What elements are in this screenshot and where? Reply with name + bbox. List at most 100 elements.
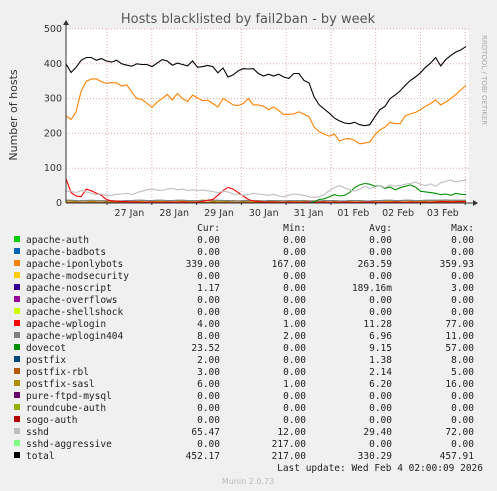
legend-swatch-apache-shellshock xyxy=(14,308,20,314)
legend-cur: 2.00 xyxy=(197,355,220,366)
legend-name: total xyxy=(26,451,55,462)
legend-cur: 1.17 xyxy=(197,283,220,294)
legend-avg: 11.28 xyxy=(363,319,392,330)
header-avg: Avg: xyxy=(369,223,392,234)
legend-swatch-sshd xyxy=(14,428,20,434)
y-tick-label: 400 xyxy=(44,59,62,70)
legend-name: sshd xyxy=(26,427,49,438)
series-line-apache-wplogin404 xyxy=(66,199,466,202)
legend-name: apache-iponlybots xyxy=(26,259,123,270)
chart-title: Hosts blacklisted by fail2ban - by week xyxy=(121,12,376,27)
legend-min: 12.00 xyxy=(277,427,306,438)
legend-min: 0.00 xyxy=(283,415,306,426)
x-tick-label: 02 Feb xyxy=(382,208,414,219)
y-tick-label: 0 xyxy=(56,198,62,209)
legend-name: sogo-auth xyxy=(26,415,77,426)
last-update: Last update: Wed Feb 4 02:00:09 2026 xyxy=(277,463,483,474)
legend-cur: 0.00 xyxy=(197,415,220,426)
legend-cur: 0.00 xyxy=(197,295,220,306)
legend-max: 0.00 xyxy=(451,271,474,282)
legend-avg: 189.16m xyxy=(352,283,392,294)
legend-cur: 6.00 xyxy=(197,379,220,390)
series-line-apache-iponlybots xyxy=(65,78,467,145)
legend-name: sshd-aggressive xyxy=(26,439,112,450)
x-axis-arrow xyxy=(473,200,478,206)
legend-cur: 0.00 xyxy=(197,403,220,414)
legend-avg: 0.00 xyxy=(369,403,392,414)
legend-min: 0.00 xyxy=(283,295,306,306)
legend-max: 0.00 xyxy=(451,235,474,246)
y-tick-label: 500 xyxy=(44,24,62,35)
legend-name: apache-modsecurity xyxy=(26,271,129,282)
legend-min: 217.00 xyxy=(272,439,307,450)
legend-cur: 65.47 xyxy=(191,427,220,438)
legend-cur: 0.00 xyxy=(197,271,220,282)
legend-name: postfix-sasl xyxy=(26,379,95,390)
legend-min: 0.00 xyxy=(283,355,306,366)
x-tick-label: 01 Feb xyxy=(337,208,369,219)
legend-avg: 0.00 xyxy=(369,391,392,402)
legend-cur: 0.00 xyxy=(197,439,220,450)
legend-avg: 9.15 xyxy=(369,343,392,354)
munin-version: Munin 2.0.73 xyxy=(222,477,274,486)
legend-min: 2.00 xyxy=(283,331,306,342)
legend-avg: 0.00 xyxy=(369,271,392,282)
legend-min: 1.00 xyxy=(283,379,306,390)
legend-swatch-apache-overflows xyxy=(14,296,20,302)
legend-max: 0.00 xyxy=(451,415,474,426)
header-min: Min: xyxy=(283,223,306,234)
legend-cur: 0.00 xyxy=(197,235,220,246)
legend-cur: 3.00 xyxy=(197,367,220,378)
legend-swatch-pure-ftpd-mysql xyxy=(14,392,20,398)
legend-max: 0.00 xyxy=(451,307,474,318)
y-axis-label: Number of hosts xyxy=(7,69,20,161)
legend-min: 0.00 xyxy=(283,283,306,294)
legend-swatch-postfix xyxy=(14,356,20,362)
legend-swatch-apache-wplogin xyxy=(14,320,20,326)
legend-max: 0.00 xyxy=(451,295,474,306)
legend-name: apache-auth xyxy=(26,235,89,246)
legend-swatch-total xyxy=(14,452,20,458)
legend-avg: 1.38 xyxy=(369,355,392,366)
legend-avg: 0.00 xyxy=(369,415,392,426)
legend-avg: 263.59 xyxy=(358,259,393,270)
legend-swatch-apache-noscript xyxy=(14,284,20,290)
legend-avg: 2.14 xyxy=(369,367,392,378)
series-line-apache-wplogin xyxy=(65,178,466,203)
legend-avg: 0.00 xyxy=(369,295,392,306)
legend-swatch-apache-iponlybots xyxy=(14,260,20,266)
legend-max: 11.00 xyxy=(445,331,474,342)
legend-min: 0.00 xyxy=(283,235,306,246)
legend-avg: 29.40 xyxy=(363,427,392,438)
legend-max: 8.00 xyxy=(451,355,474,366)
legend-min: 217.00 xyxy=(272,451,307,462)
legend-avg: 0.00 xyxy=(369,247,392,258)
legend-name: pure-ftpd-mysql xyxy=(26,391,112,402)
x-tick-label: 30 Jan xyxy=(249,208,279,219)
legend-name: roundcube-auth xyxy=(26,403,106,414)
legend-name: apache-badbots xyxy=(26,247,106,258)
legend-max: 0.00 xyxy=(451,391,474,402)
legend-min: 0.00 xyxy=(283,391,306,402)
legend-min: 0.00 xyxy=(283,343,306,354)
legend-name: apache-overflows xyxy=(26,295,118,306)
legend-avg: 6.96 xyxy=(369,331,392,342)
legend-name: dovecot xyxy=(26,343,66,354)
legend-min: 0.00 xyxy=(283,247,306,258)
legend-swatch-apache-wplogin404 xyxy=(14,332,20,338)
legend-cur: 0.00 xyxy=(197,391,220,402)
legend-swatch-apache-auth xyxy=(14,236,20,242)
legend-max: 5.00 xyxy=(451,367,474,378)
legend-swatch-sogo-auth xyxy=(14,416,20,422)
header-cur: Cur: xyxy=(197,223,220,234)
legend-cur: 4.00 xyxy=(197,319,220,330)
legend-max: 72.00 xyxy=(445,427,474,438)
header-max: Max: xyxy=(451,223,474,234)
legend-avg: 0.00 xyxy=(369,439,392,450)
legend-max: 0.00 xyxy=(451,247,474,258)
legend-swatch-apache-modsecurity xyxy=(14,272,20,278)
legend-name: apache-wplogin xyxy=(26,319,106,330)
legend-cur: 0.00 xyxy=(197,307,220,318)
legend-max: 57.00 xyxy=(445,343,474,354)
